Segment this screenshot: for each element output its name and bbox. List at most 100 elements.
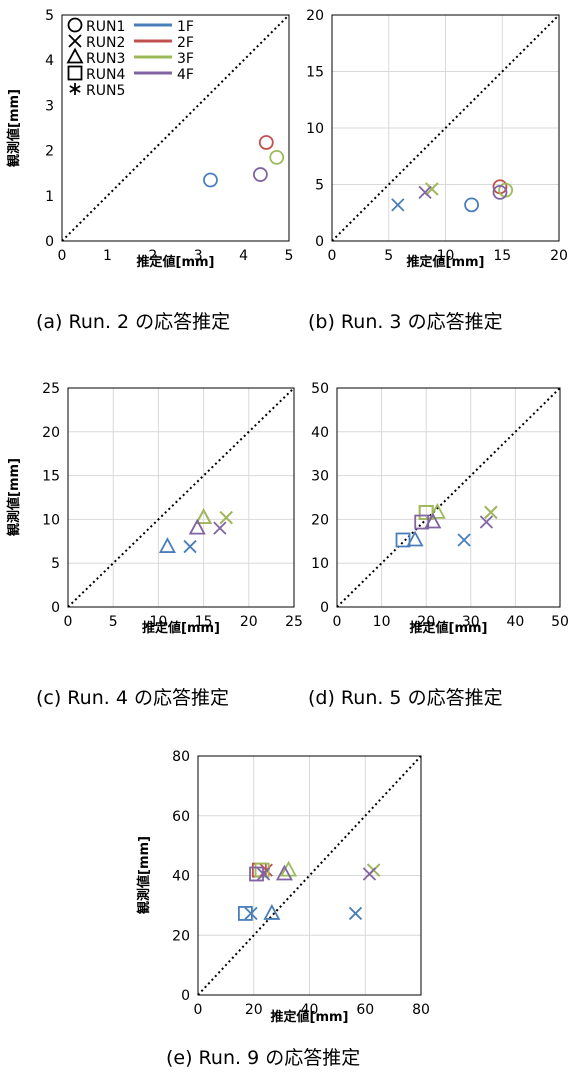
data-point-1f-triangle: [406, 530, 424, 547]
x-tick-label: 5: [285, 248, 294, 264]
caption-a: (a) Run. 2 の応答推定: [36, 311, 231, 333]
data-point-2f-circle: [258, 135, 274, 150]
y-tick-label: 5: [51, 556, 60, 572]
x-tick-label: 0: [194, 1002, 203, 1018]
x-tick-label: 50: [551, 614, 569, 630]
y-tick-label: 3: [45, 98, 54, 114]
x-tick-label: 0: [333, 614, 342, 630]
legend-floor-label: 4F: [177, 67, 194, 83]
diagonal-line: [67, 387, 295, 608]
y-tick-label: 1: [45, 189, 54, 205]
x-axis-label: 推定値[mm]: [137, 254, 215, 270]
y-tick-label: 5: [45, 8, 54, 24]
legend-run-label: RUN2: [86, 35, 125, 51]
plot-frame: [61, 14, 290, 242]
x-tick-label: 20: [550, 248, 568, 264]
data-point-1f-circle: [464, 197, 480, 213]
x-tick-label: 0: [328, 248, 337, 264]
legend-run-label: RUN3: [86, 51, 125, 67]
x-tick-label: 30: [462, 614, 480, 630]
legend-marker-circle: [67, 17, 83, 33]
caption-d: (d) Run. 5 の応答推定: [308, 687, 503, 709]
data-point-3f-triangle: [195, 508, 213, 525]
legend-marker-star: [69, 83, 81, 95]
y-axis-label: 観測値[mm]: [6, 89, 22, 168]
y-tick-label: 15: [306, 65, 324, 81]
x-tick-label: 15: [493, 248, 511, 264]
y-tick-label: 0: [181, 988, 190, 1004]
legend-run-label: RUN5: [86, 83, 125, 99]
y-tick-label: 10: [311, 556, 329, 572]
legend-run-label: RUN4: [86, 67, 125, 83]
y-tick-label: 30: [311, 469, 329, 485]
data-point-1f-x: [391, 198, 405, 212]
y-tick-label: 40: [311, 425, 329, 441]
legend-run-label: RUN1: [86, 19, 125, 35]
chart-c: 0 5 10 15 20 25 0 5 10 15 20 25 推定値[mm] 観測値[mm]: [6, 381, 303, 636]
y-tick-label: 20: [42, 425, 60, 441]
plot-frame: [67, 387, 295, 608]
y-tick-label: 60: [172, 809, 190, 825]
y-tick-label: 50: [311, 381, 329, 397]
y-axis-label: 観測値[mm]: [6, 458, 22, 537]
x-tick-label: 40: [506, 614, 524, 630]
y-axis-label: 観測値[mm]: [136, 836, 152, 915]
data-point-1f-x: [457, 533, 471, 547]
x-tick-label: 3: [194, 248, 203, 264]
data-point-1f-square: [395, 532, 411, 548]
y-tick-label: 20: [306, 8, 324, 24]
diagonal-line: [336, 387, 561, 608]
data-point-4f-triangle: [188, 518, 206, 535]
data-point-1f-x: [348, 906, 363, 921]
legend-marker-x: [68, 34, 82, 48]
data-point-4f-x: [256, 867, 271, 881]
legend-floor-label: 2F: [177, 35, 194, 51]
x-tick-label: 15: [195, 614, 213, 630]
caption-c: (c) Run. 4 の応答推定: [36, 687, 229, 709]
data-point-3f-circle: [269, 149, 285, 165]
y-tick-label: 4: [45, 53, 54, 69]
x-axis-label: 推定値[mm]: [407, 254, 485, 270]
x-tick-label: 4: [239, 248, 248, 264]
y-tick-label: 5: [315, 178, 324, 194]
plot-frame: [336, 387, 561, 608]
diagonal-line: [61, 14, 290, 242]
plot-frame: [197, 755, 422, 996]
x-axis-label: 推定値[mm]: [410, 620, 488, 636]
data-point-4f-x: [479, 515, 494, 529]
chart-e: 0 20 40 60 80 0 20 40 60 80 推定値[mm] 観測値[mm]: [136, 749, 430, 1025]
data-point-4f-circle: [252, 167, 268, 182]
y-tick-label: 40: [172, 869, 190, 885]
y-tick-label: 10: [306, 121, 324, 137]
x-tick-label: 80: [412, 1002, 430, 1018]
x-tick-label: 10: [373, 614, 391, 630]
plot-frame: [331, 14, 560, 242]
x-tick-label: 25: [285, 614, 303, 630]
data-point-4f-x: [418, 185, 432, 200]
chart-a: 0 1 2 3 4 5 0 1 2 3 4 5 推定値[mm] 観測値[mm]: [6, 8, 293, 270]
y-tick-label: 2: [45, 144, 54, 160]
legend-floor-label: 3F: [177, 51, 194, 67]
y-tick-label: 0: [51, 600, 60, 616]
chart-b: 0 5 10 15 20 0 5 10 15 20 推定値[mm]: [306, 8, 568, 270]
y-tick-label: 20: [172, 928, 190, 944]
y-tick-label: 80: [172, 749, 190, 765]
y-tick-label: 0: [45, 234, 54, 250]
y-tick-label: 15: [42, 469, 60, 485]
diagonal-line: [331, 14, 560, 242]
legend-floor-label: 1F: [177, 19, 194, 35]
caption-e: (e) Run. 9 の応答推定: [166, 1047, 361, 1069]
data-point-4f-x: [213, 521, 227, 535]
x-tick-label: 5: [109, 614, 118, 630]
data-point-1f-triangle: [158, 537, 176, 553]
data-point-3f-x: [425, 182, 439, 196]
x-tick-label: 20: [245, 1002, 263, 1018]
x-tick-label: 0: [58, 248, 67, 264]
x-tick-label: 60: [356, 1002, 374, 1018]
data-point-4f-triangle: [424, 512, 442, 529]
y-tick-label: 10: [42, 512, 60, 528]
x-tick-label: 2: [148, 248, 157, 264]
x-tick-label: 1: [103, 248, 112, 264]
